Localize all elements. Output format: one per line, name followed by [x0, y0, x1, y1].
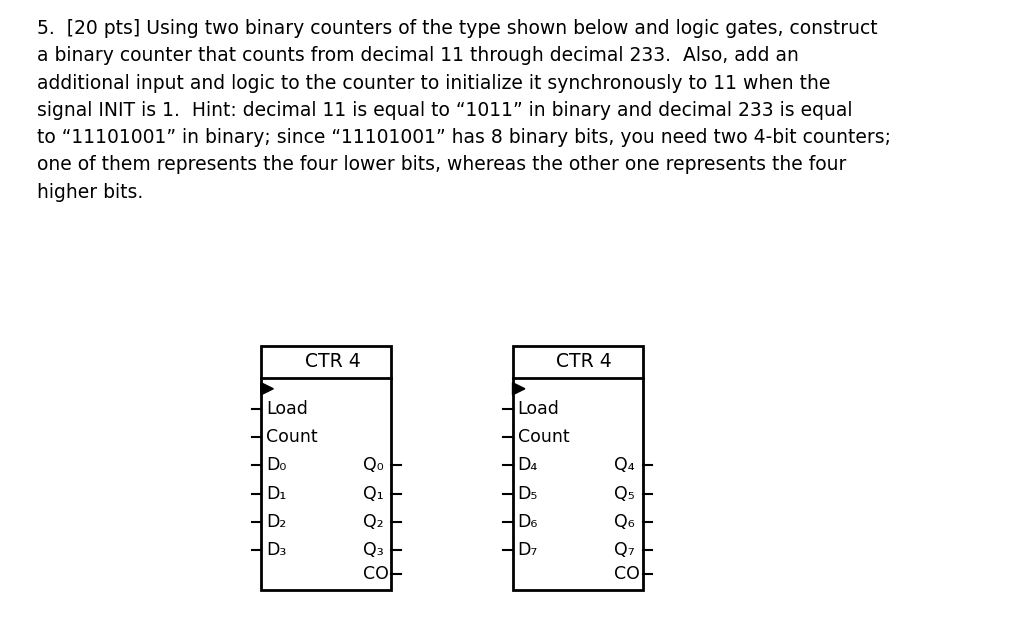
Polygon shape — [261, 383, 273, 395]
Text: CO: CO — [362, 565, 388, 583]
Text: Q₁: Q₁ — [362, 485, 383, 503]
Text: Load: Load — [518, 400, 559, 418]
Text: CTR 4: CTR 4 — [305, 353, 360, 372]
Text: D₅: D₅ — [518, 485, 539, 503]
Text: D₁: D₁ — [266, 485, 287, 503]
Text: D₇: D₇ — [518, 541, 539, 559]
Text: D₄: D₄ — [518, 456, 539, 474]
Text: CTR 4: CTR 4 — [556, 353, 612, 372]
Text: Q₇: Q₇ — [614, 541, 635, 559]
Text: Q₃: Q₃ — [362, 541, 383, 559]
FancyBboxPatch shape — [513, 346, 643, 590]
Text: Q₀: Q₀ — [362, 456, 383, 474]
Text: 5.  [20 pts] Using two binary counters of the type shown below and logic gates, : 5. [20 pts] Using two binary counters of… — [37, 19, 891, 202]
Polygon shape — [513, 383, 525, 395]
Text: Q₅: Q₅ — [614, 485, 635, 503]
Text: Load: Load — [266, 400, 308, 418]
Text: D₃: D₃ — [266, 541, 287, 559]
Text: Q₆: Q₆ — [614, 513, 635, 531]
Text: D₆: D₆ — [518, 513, 538, 531]
FancyBboxPatch shape — [261, 346, 391, 590]
Text: Count: Count — [518, 428, 569, 446]
Text: CO: CO — [614, 565, 640, 583]
Text: Q₄: Q₄ — [614, 456, 635, 474]
Text: D₂: D₂ — [266, 513, 287, 531]
Text: Count: Count — [266, 428, 317, 446]
Text: Q₂: Q₂ — [362, 513, 383, 531]
Text: D₀: D₀ — [266, 456, 287, 474]
